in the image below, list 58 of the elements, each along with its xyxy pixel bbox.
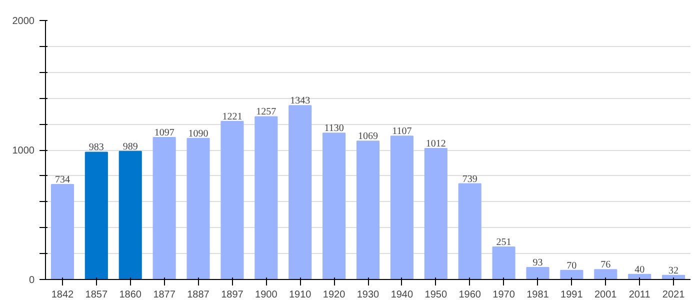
data-label: 76 [600, 260, 611, 271]
x-tick-label: 2001 [594, 290, 618, 300]
x-tick-label: 1857 [85, 290, 108, 300]
data-label: 93 [532, 257, 543, 268]
data-label: 989 [122, 141, 138, 152]
x-tick-label: 1960 [458, 290, 482, 300]
data-label: 1343 [290, 96, 310, 107]
x-tick-label: 1940 [390, 290, 414, 300]
y-tick-label: 1000 [12, 146, 35, 156]
x-tick-label: 1842 [51, 290, 74, 300]
bar [220, 120, 244, 280]
x-tick-label: 1910 [288, 290, 312, 300]
data-label: 1012 [426, 138, 446, 150]
bar [560, 270, 584, 280]
bar [492, 246, 516, 280]
bar [288, 105, 312, 280]
data-label: 983 [88, 142, 104, 154]
bar [458, 183, 482, 280]
data-label: 1130 [324, 123, 344, 134]
bar [594, 269, 618, 280]
bar [390, 136, 414, 280]
data-label: 32 [668, 265, 679, 276]
x-tick-label: 1930 [356, 290, 380, 300]
data-label: 1257 [256, 106, 276, 118]
data-label: 739 [462, 174, 478, 185]
x-tick-label: 1877 [153, 290, 176, 300]
x-tick-label: 1970 [492, 290, 516, 300]
bar [50, 184, 74, 280]
data-label: 70 [566, 260, 577, 272]
x-tick-label: 1900 [255, 290, 278, 300]
bar [254, 116, 278, 280]
data-label: 1107 [392, 126, 412, 138]
bar [322, 132, 346, 280]
data-label: 251 [496, 236, 512, 248]
data-label: 1069 [358, 131, 378, 142]
x-tick-label: 1897 [221, 290, 244, 300]
data-label: 1221 [222, 111, 242, 122]
bar [526, 266, 550, 280]
bar [186, 138, 210, 280]
x-tick-label: 2011 [628, 290, 651, 300]
bar [84, 152, 108, 280]
x-tick-label: 1887 [187, 290, 210, 300]
x-tick-label: 1950 [424, 290, 448, 300]
x-tick-label: 1860 [119, 290, 142, 300]
x-tick-label: 2021 [662, 290, 686, 300]
x-tick-label: 1991 [560, 290, 584, 300]
y-tick-label: 2000 [12, 16, 35, 27]
data-label: 1097 [154, 127, 174, 138]
bar [424, 148, 448, 280]
data-label: 1090 [188, 128, 208, 140]
data-label: 734 [54, 174, 70, 186]
bar [356, 140, 380, 280]
x-tick-label: 1981 [526, 290, 550, 300]
x-tick-label: 1920 [322, 290, 346, 300]
bar [152, 136, 176, 280]
data-label: 40 [634, 264, 645, 276]
bar [118, 150, 142, 280]
y-tick-label: 0 [28, 275, 35, 286]
